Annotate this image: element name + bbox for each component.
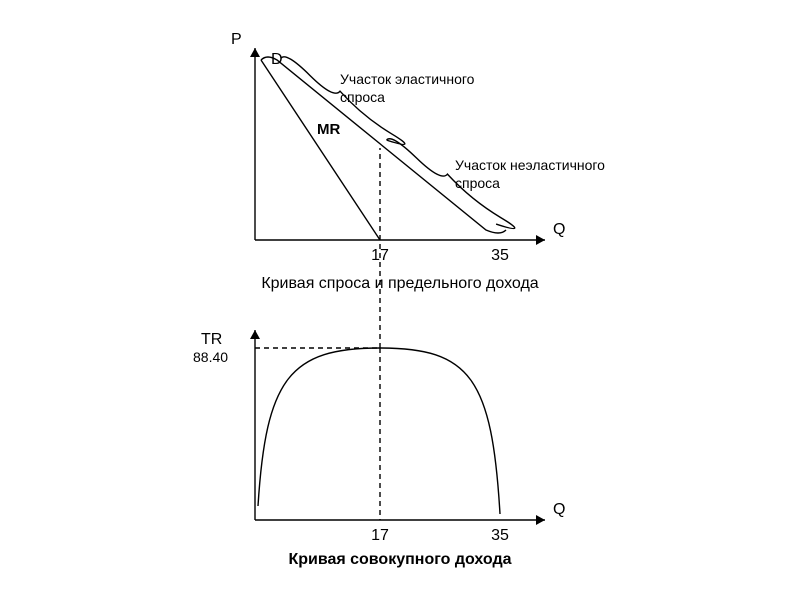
- label-tr: TR: [201, 331, 222, 348]
- top-tick-35: 35: [491, 247, 509, 264]
- label-d: D: [271, 51, 283, 68]
- bot-label-q: Q: [553, 501, 565, 518]
- bottom-caption: Кривая совокупного дохода: [288, 551, 511, 568]
- label-tr-val: 88.40: [193, 349, 228, 365]
- bot-tick-17: 17: [371, 527, 389, 544]
- inelastic-label-2: спроса: [455, 175, 500, 191]
- label-mr: MR: [317, 121, 340, 138]
- bot-tick-35: 35: [491, 527, 509, 544]
- tr-curve: [258, 348, 500, 514]
- top-label-q: Q: [553, 221, 565, 238]
- inelastic-label-1: Участок неэластичного: [455, 157, 605, 173]
- elastic-label-2: спроса: [340, 89, 385, 105]
- top-y-axis-head: [250, 48, 260, 57]
- elastic-label-1: Участок эластичного: [340, 71, 475, 87]
- top-x-axis-head: [536, 235, 545, 245]
- label-p: P: [231, 31, 242, 48]
- top-caption: Кривая спроса и предельного дохода: [261, 275, 538, 292]
- bot-y-axis-head: [250, 330, 260, 339]
- bot-x-axis-head: [536, 515, 545, 525]
- mr-line: [261, 60, 380, 240]
